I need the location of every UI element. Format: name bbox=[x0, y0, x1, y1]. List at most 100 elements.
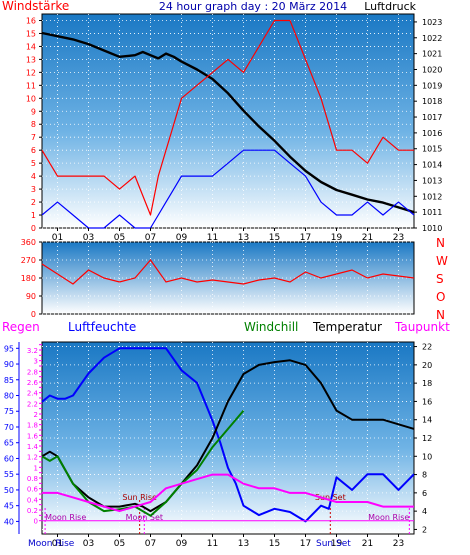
direction-tick-label: 270 bbox=[21, 256, 36, 265]
wind-speed-tick-label: 13 bbox=[26, 55, 36, 64]
humidity-axis: 40 45 50 55 60 65 70 75 80 85 90 95 bbox=[4, 342, 20, 534]
compass-letter: W bbox=[436, 254, 448, 268]
compass-letter: N bbox=[436, 308, 445, 322]
pressure-tick-label: 1022 bbox=[422, 34, 442, 43]
series-line-wind bbox=[41, 149, 415, 229]
wind-speed-tick-label: 14 bbox=[26, 42, 36, 51]
wind-direction-series bbox=[41, 259, 415, 285]
wind-speed-tick-label: 6 bbox=[31, 146, 36, 155]
rain-tick-label: 0 bbox=[34, 518, 38, 526]
wind-speed-tick-label: 11 bbox=[26, 81, 36, 90]
time-tick-label: 13 bbox=[238, 539, 249, 549]
bottom-sun-set-label: Sun Set bbox=[316, 539, 351, 549]
rain-tick-label: 0.2 bbox=[27, 507, 38, 515]
humidity-tick-label: 70 bbox=[4, 423, 14, 432]
time-tick-label: 01 bbox=[52, 539, 63, 549]
moon-event-label: Moon Set bbox=[126, 513, 163, 522]
humidity-tick-label: 95 bbox=[4, 344, 14, 353]
temperature-tick-label: 12 bbox=[422, 434, 432, 443]
time-tick-label: 19 bbox=[331, 233, 343, 243]
wind-speed-tick-label: 9 bbox=[31, 107, 36, 116]
pressure-tick-label: 1014 bbox=[422, 161, 442, 170]
humidity-tick-label: 85 bbox=[4, 376, 14, 385]
wind-speed-tick-label: 7 bbox=[31, 133, 36, 142]
temperature-axis: 2 4 6 8 10 12 14 16 18 20 22 bbox=[414, 343, 432, 534]
time-tick-label: 17 bbox=[300, 233, 311, 243]
rain-tick-label: 0.4 bbox=[27, 496, 39, 504]
series-line-windrichtung bbox=[41, 259, 415, 285]
wind-speed-tick-label: 12 bbox=[26, 68, 36, 77]
temperature-tick-label: 4 bbox=[422, 507, 427, 516]
time-tick-label: 07 bbox=[145, 539, 156, 549]
pressure-tick-label: 1018 bbox=[422, 97, 442, 106]
temperature-tick-label: 2 bbox=[422, 525, 427, 534]
sun-event-label: Sun Set bbox=[315, 493, 346, 502]
time-tick-label: 09 bbox=[176, 539, 188, 549]
rain-tick-label: 1.8 bbox=[27, 422, 38, 430]
pressure-tick-label: 1013 bbox=[422, 176, 442, 185]
legend-temperature: Temperatur bbox=[312, 320, 382, 334]
temperature-tick-label: 18 bbox=[422, 379, 432, 388]
wind-speed-tick-label: 1 bbox=[31, 211, 36, 220]
time-tick-label: 11 bbox=[207, 539, 218, 549]
wind-pressure-time-axis: 01 03 05 07 09 11 13 15 17 19 21 23 bbox=[52, 228, 404, 243]
time-tick-label: 21 bbox=[362, 233, 373, 243]
legend-windchill: Windchill bbox=[244, 320, 298, 334]
time-tick-label: 01 bbox=[52, 233, 63, 243]
wind-speed-tick-label: 4 bbox=[31, 172, 36, 181]
temperature-humidity-time-axis: 01 03 05 07 09 11 13 15 17 19 21 23 bbox=[52, 534, 404, 549]
time-tick-label: 23 bbox=[393, 233, 404, 243]
pressure-tick-label: 1015 bbox=[422, 145, 442, 154]
temperature-tick-label: 10 bbox=[422, 452, 432, 461]
wind-speed-tick-label: 3 bbox=[31, 185, 36, 194]
pressure-tick-label: 1021 bbox=[422, 50, 442, 59]
wind-speed-tick-label: 15 bbox=[26, 29, 36, 38]
rain-tick-label: 2.6 bbox=[27, 379, 39, 387]
rain-tick-label: 1 bbox=[34, 464, 38, 472]
rain-tick-label: 3.2 bbox=[27, 347, 38, 355]
rain-axis: 0 0.2 0.4 0.6 0.8 1 1.2 1.4 1.6 1.8 2 2.2 2.4 2.6 2.8 3… bbox=[27, 344, 42, 526]
humidity-tick-label: 45 bbox=[4, 502, 14, 511]
rain-tick-label: 2.4 bbox=[27, 390, 39, 398]
time-tick-label: 15 bbox=[269, 233, 280, 243]
humidity-tick-label: 40 bbox=[4, 517, 14, 526]
pressure-axis: 1010 1011 1012 1013 1014 1015 1016 1017 1018 1019… bbox=[414, 18, 442, 233]
wind-speed-tick-label: 8 bbox=[31, 120, 36, 129]
rain-tick-label: 1.6 bbox=[27, 432, 39, 440]
pressure-tick-label: 1020 bbox=[422, 65, 442, 74]
humidity-tick-label: 75 bbox=[4, 407, 14, 416]
rain-tick-label: 2.2 bbox=[27, 400, 38, 408]
pressure-tick-label: 1023 bbox=[422, 18, 442, 27]
time-tick-label: 09 bbox=[176, 233, 188, 243]
pressure-tick-label: 1011 bbox=[422, 208, 442, 217]
wind-speed-axis-label: Windstärke bbox=[2, 0, 69, 13]
time-tick-label: 23 bbox=[393, 539, 404, 549]
time-tick-label: 19 bbox=[331, 539, 343, 549]
rain-tick-label: 2.8 bbox=[27, 368, 38, 376]
legend-humidity: Luftfeuchte bbox=[68, 320, 136, 334]
temperature-tick-label: 16 bbox=[422, 397, 432, 406]
direction-tick-label: 0 bbox=[31, 310, 36, 319]
legend-rain: Regen bbox=[2, 320, 40, 334]
rain-tick-label: 0.8 bbox=[27, 475, 38, 483]
pressure-axis-label: Luftdruck bbox=[364, 0, 416, 13]
temperature-humidity-series bbox=[41, 347, 415, 523]
humidity-tick-label: 50 bbox=[4, 486, 14, 495]
series-line-temperatur bbox=[41, 359, 415, 513]
rain-tick-label: 2 bbox=[34, 411, 38, 419]
direction-tick-label: 180 bbox=[21, 274, 36, 283]
time-tick-label: 05 bbox=[114, 539, 125, 549]
sun-event-label: Sun Rise bbox=[122, 493, 157, 502]
temperature-tick-label: 8 bbox=[422, 471, 427, 480]
time-tick-label: 17 bbox=[300, 539, 311, 549]
moon-event-label: Moon Rise bbox=[45, 513, 86, 522]
compass-letter: S bbox=[436, 272, 444, 286]
legend-dewpoint: Taupunkt bbox=[394, 320, 450, 334]
temperature-tick-label: 20 bbox=[422, 361, 432, 370]
time-tick-label: 15 bbox=[269, 539, 280, 549]
temperature-humidity-panel: Regen Luftfeuchte Windchill Temperatur T… bbox=[2, 320, 450, 549]
